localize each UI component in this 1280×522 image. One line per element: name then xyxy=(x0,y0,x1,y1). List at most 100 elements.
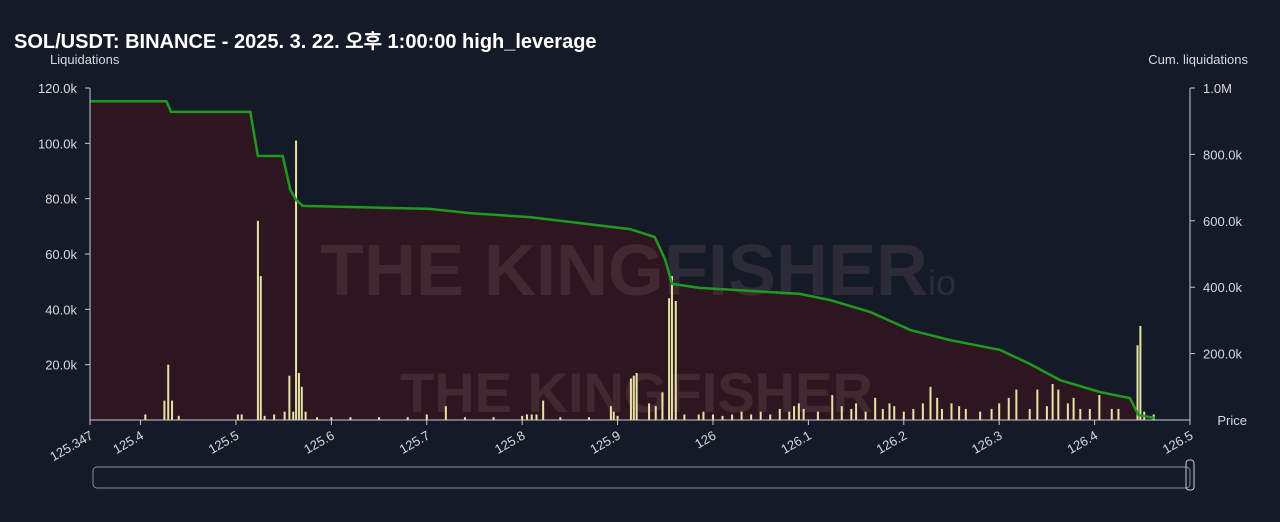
bar xyxy=(881,408,884,420)
bar xyxy=(1098,395,1101,420)
bar xyxy=(797,403,800,420)
bar xyxy=(1110,408,1113,420)
bar xyxy=(1066,403,1069,420)
bar xyxy=(1136,345,1139,420)
bar xyxy=(144,414,147,420)
y2-tick-label: 800.0k xyxy=(1203,147,1243,162)
bar xyxy=(259,276,262,420)
bar xyxy=(731,414,734,420)
bar xyxy=(378,417,381,420)
cum-line xyxy=(90,100,1155,420)
bar xyxy=(816,411,819,420)
bar xyxy=(612,411,615,420)
bar xyxy=(912,408,915,420)
bar xyxy=(893,406,896,420)
bar xyxy=(1007,397,1010,420)
bar xyxy=(793,406,796,420)
y2-tick-label: 600.0k xyxy=(1203,214,1243,229)
bar xyxy=(648,403,651,420)
bar xyxy=(674,301,677,420)
bar xyxy=(1057,389,1060,420)
y-tick-label: 60.0k xyxy=(45,247,77,262)
y2-tick-label: 400.0k xyxy=(1203,280,1243,295)
bar xyxy=(1079,408,1082,420)
bar xyxy=(831,395,834,420)
bar xyxy=(609,406,612,420)
y-axis-label: Liquidations xyxy=(50,52,120,67)
bar xyxy=(979,411,982,420)
bar xyxy=(750,414,753,420)
bar xyxy=(802,408,805,420)
y-tick-label: 120.0k xyxy=(38,81,78,96)
bar xyxy=(998,403,1001,420)
bar xyxy=(840,406,843,420)
bar xyxy=(492,417,495,420)
bar xyxy=(788,411,791,420)
bar xyxy=(300,386,303,420)
bar xyxy=(670,276,673,420)
bar xyxy=(964,408,967,420)
bar xyxy=(236,414,239,420)
bar xyxy=(240,414,243,420)
bar xyxy=(632,375,635,420)
y2-tick-label: 1.0M xyxy=(1203,81,1232,96)
bar xyxy=(888,403,891,420)
bar xyxy=(171,400,174,420)
bar xyxy=(958,406,961,420)
bar xyxy=(668,298,671,420)
cum-area xyxy=(90,101,1155,420)
bar xyxy=(349,417,352,420)
bar xyxy=(177,415,180,420)
bar xyxy=(711,414,714,420)
bar xyxy=(778,408,781,420)
y2-axis-label: Cum. liquidations xyxy=(1148,52,1248,67)
bar xyxy=(316,417,319,420)
bar xyxy=(629,378,632,420)
bar xyxy=(292,411,295,420)
watermark-text: THE KINGFISHER xyxy=(320,231,928,311)
bar xyxy=(167,364,170,420)
bar xyxy=(463,417,466,420)
y2-tick-label: 200.0k xyxy=(1203,347,1243,362)
bar xyxy=(902,411,905,420)
bar xyxy=(635,372,638,420)
scroll-handle[interactable] xyxy=(1185,459,1195,491)
scrollbar[interactable] xyxy=(92,466,1191,489)
bar xyxy=(950,403,953,420)
bar xyxy=(304,411,307,420)
bar xyxy=(740,411,743,420)
bar xyxy=(1015,389,1018,420)
bar xyxy=(521,415,524,420)
y-tick-label: 20.0k xyxy=(45,358,77,373)
bar xyxy=(256,220,259,420)
x-axis-label: Price xyxy=(1217,413,1247,428)
y-tick-label: 80.0k xyxy=(45,192,77,207)
bar xyxy=(263,415,266,420)
bar xyxy=(702,411,705,420)
bar xyxy=(530,414,533,420)
bar xyxy=(1045,406,1048,420)
bar xyxy=(661,392,664,420)
bar xyxy=(616,415,619,420)
bar xyxy=(929,386,932,420)
bar xyxy=(940,408,943,420)
bar xyxy=(1088,408,1091,420)
bar xyxy=(864,411,867,420)
bar xyxy=(874,397,877,420)
bar xyxy=(406,417,409,420)
bar xyxy=(1117,408,1120,420)
bar xyxy=(1036,389,1039,420)
bar xyxy=(850,408,853,420)
bar xyxy=(542,400,545,420)
bar xyxy=(683,414,686,420)
bar xyxy=(1051,384,1054,420)
bar xyxy=(697,414,700,420)
bar xyxy=(163,400,166,420)
bar xyxy=(288,375,291,420)
bar xyxy=(587,417,590,420)
bar xyxy=(1028,408,1031,420)
bar xyxy=(990,408,993,420)
bar xyxy=(295,140,298,421)
bar xyxy=(283,411,286,420)
